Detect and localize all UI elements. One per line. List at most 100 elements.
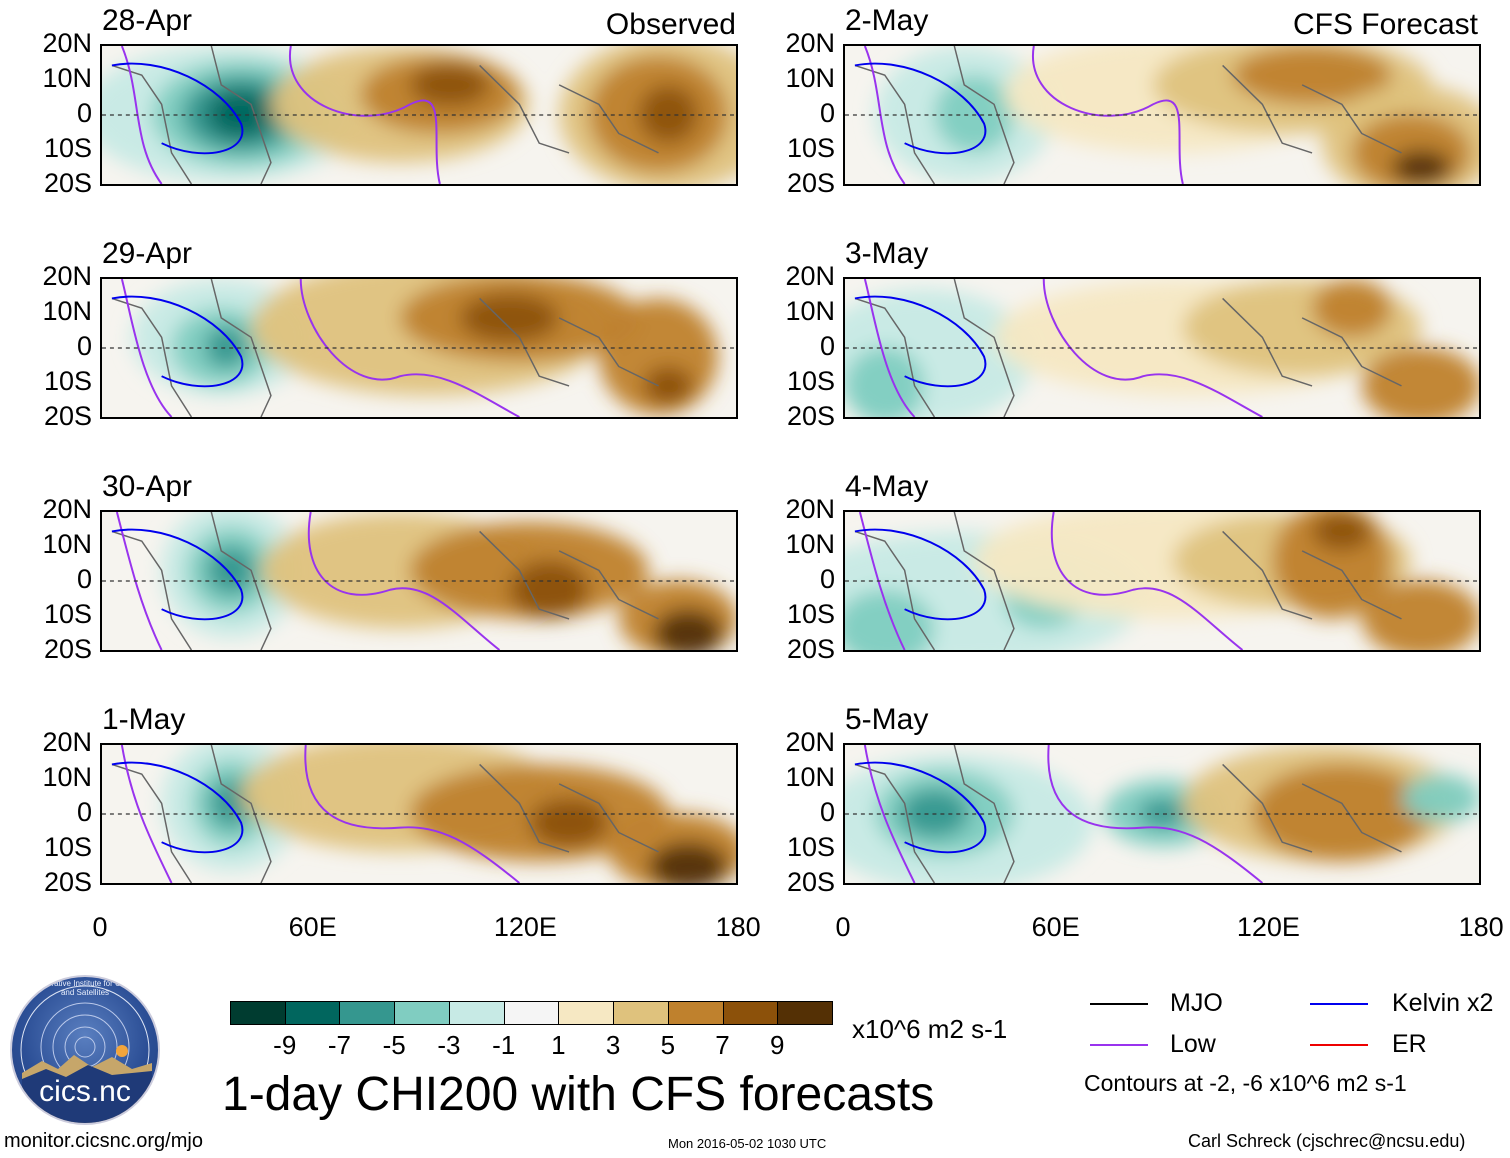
forecast-ytick-3-2: 0 [819, 564, 835, 594]
observed-date-1: 28-Apr [102, 4, 193, 37]
observed-xtick-2: 120E [493, 912, 557, 942]
observed-map-graphic-2 [102, 279, 736, 417]
forecast-ytick-1-4: 20S [786, 168, 835, 198]
footer-author: Carl Schreck (cjschrec@ncsu.edu) [1188, 1131, 1466, 1151]
observed-map-graphic-4 [102, 745, 736, 883]
forecast-ytick-4-0: 20N [785, 727, 835, 757]
observed-date-2: 29-Apr [102, 237, 193, 270]
colorbar-label-7: 5 [660, 1030, 676, 1060]
forecast-date-2: 3-May [845, 237, 929, 270]
colorbar-swatch-7 [613, 1001, 669, 1025]
forecast-date-3: 4-May [845, 470, 929, 503]
legend-low-label: Low [1170, 1030, 1216, 1058]
forecast-ytick-2-3: 10S [786, 366, 835, 396]
forecast-ytick-2-4: 20S [786, 401, 835, 431]
legend-low-line [1090, 1044, 1148, 1046]
legend-note: Contours at -2, -6 x10^6 m2 s-1 [1084, 1070, 1407, 1096]
forecast-date-1: 2-May [845, 4, 929, 37]
colorbar-swatch-6 [558, 1001, 615, 1025]
observed-ytick-3-1: 10N [42, 529, 92, 559]
observed-ytick-1-1: 10N [42, 63, 92, 93]
colorbar-swatch-2 [339, 1001, 396, 1025]
legend-kelvin-label: Kelvin x2 [1392, 989, 1494, 1017]
observed-ytick-1-3: 10S [43, 133, 92, 163]
forecast-xtick-0: 0 [835, 912, 851, 942]
forecast-map-graphic-4 [845, 745, 1479, 883]
observed-map-graphic-1 [102, 46, 736, 184]
forecast-ytick-2-1: 10N [785, 296, 835, 326]
forecast-ytick-4-2: 0 [819, 797, 835, 827]
forecast-map-1 [843, 44, 1481, 186]
colorbar-label-0: -9 [273, 1030, 297, 1060]
observed-ytick-2-2: 0 [76, 331, 92, 361]
forecast-map-graphic-1 [845, 46, 1479, 184]
observed-ytick-2-0: 20N [42, 261, 92, 291]
observed-ytick-4-1: 10N [42, 762, 92, 792]
colorbar-label-9: 9 [770, 1030, 785, 1060]
colorbar-swatch-5 [503, 1001, 560, 1025]
legend-er-label: ER [1392, 1030, 1427, 1058]
forecast-ytick-3-1: 10N [785, 529, 835, 559]
forecast-ytick-1-1: 10N [785, 63, 835, 93]
observed-date-3: 30-Apr [102, 470, 193, 503]
observed-ytick-2-4: 20S [43, 401, 92, 431]
observed-map-4 [100, 743, 738, 885]
colorbar-swatch-1 [284, 1001, 341, 1025]
observed-label: Observed [605, 8, 736, 41]
observed-xtick-0: 0 [92, 912, 108, 942]
colorbar-label-1: -7 [327, 1030, 352, 1060]
observed-map-2 [100, 277, 738, 419]
forecast-ytick-3-4: 20S [786, 634, 835, 664]
observed-xtick-1: 60E [288, 912, 337, 942]
colorbar-swatch-10 [777, 1001, 833, 1025]
forecast-label: CFS Forecast [1292, 8, 1478, 41]
observed-ytick-1-4: 20S [43, 168, 92, 198]
colorbar-swatch-8 [667, 1001, 724, 1025]
legend-mjo-label: MJO [1170, 989, 1223, 1017]
colorbar-label-2: -5 [382, 1030, 406, 1060]
colorbar-label-4: -1 [492, 1030, 516, 1060]
observed-ytick-2-3: 10S [43, 366, 92, 396]
observed-ytick-1-2: 0 [76, 98, 92, 128]
forecast-map-4 [843, 743, 1481, 885]
observed-ytick-3-2: 0 [76, 564, 92, 594]
forecast-map-2 [843, 277, 1481, 419]
legend-kelvin-line [1310, 1003, 1368, 1005]
footer-timestamp: Mon 2016-05-02 1030 UTC [668, 1136, 827, 1151]
forecast-ytick-1-0: 20N [785, 28, 835, 58]
forecast-ytick-4-4: 20S [786, 867, 835, 897]
colorbar-label-3: -3 [437, 1030, 461, 1060]
forecast-ytick-1-3: 10S [786, 133, 835, 163]
legend-mjo-line [1090, 1003, 1148, 1005]
observed-ytick-1-0: 20N [42, 28, 92, 58]
forecast-map-graphic-2 [845, 279, 1479, 417]
observed-ytick-4-2: 0 [76, 797, 92, 827]
forecast-xtick-3: 180 [1458, 912, 1504, 942]
forecast-ytick-3-3: 10S [786, 599, 835, 629]
forecast-ytick-2-0: 20N [785, 261, 835, 291]
footer-url[interactable]: monitor.cicsnc.org/mjo [4, 1130, 203, 1152]
colorbar-units: x10^6 m2 s-1 [852, 1014, 1008, 1044]
observed-xtick-3: 180 [715, 912, 761, 942]
forecast-ytick-4-1: 10N [785, 762, 835, 792]
observed-map-1 [100, 44, 738, 186]
observed-map-3 [100, 510, 738, 652]
colorbar-swatch-3 [394, 1001, 450, 1025]
forecast-ytick-3-0: 20N [785, 494, 835, 524]
forecast-ytick-1-2: 0 [819, 98, 835, 128]
colorbar-label-8: 7 [715, 1030, 730, 1060]
forecast-ytick-2-2: 0 [819, 331, 835, 361]
forecast-xtick-1: 60E [1031, 912, 1080, 942]
forecast-map-graphic-3 [845, 512, 1479, 650]
observed-date-4: 1-May [102, 703, 186, 736]
observed-ytick-4-4: 20S [43, 867, 92, 897]
forecast-xtick-2: 120E [1236, 912, 1300, 942]
colorbar-swatch-4 [448, 1001, 505, 1025]
chart-title: 1-day CHI200 with CFS forecasts [222, 1068, 935, 1121]
logo-graphic [20, 985, 152, 1123]
logo-text: cics.nc [39, 1075, 131, 1108]
observed-ytick-4-0: 20N [42, 727, 92, 757]
legend-er-line [1310, 1044, 1368, 1046]
observed-map-graphic-3 [102, 512, 736, 650]
colorbar-label-6: 3 [605, 1030, 621, 1060]
